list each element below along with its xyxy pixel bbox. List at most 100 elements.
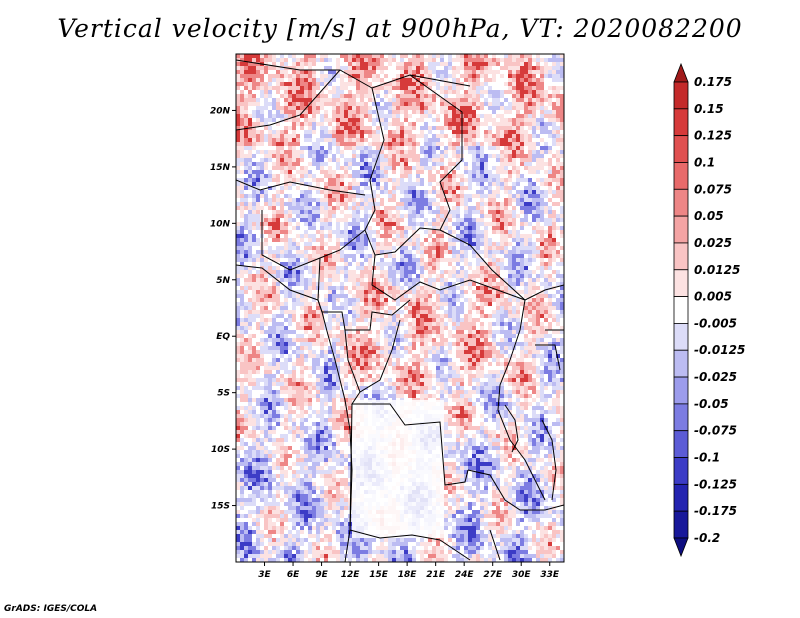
field-cell xyxy=(508,86,512,90)
field-cell xyxy=(268,334,272,338)
field-cell xyxy=(284,126,288,130)
field-cell xyxy=(552,242,556,246)
field-cell xyxy=(280,134,284,138)
field-cell xyxy=(324,218,328,222)
field-cell xyxy=(504,134,508,138)
field-cell xyxy=(368,94,372,98)
field-cell xyxy=(320,286,324,290)
field-cell xyxy=(504,122,508,126)
field-cell xyxy=(448,122,452,126)
field-cell xyxy=(408,158,412,162)
field-cell xyxy=(456,110,460,114)
field-cell xyxy=(240,270,244,274)
field-cell xyxy=(416,266,420,270)
field-cell xyxy=(456,214,460,218)
field-cell xyxy=(320,118,324,122)
field-cell xyxy=(380,186,384,190)
field-cell xyxy=(464,234,468,238)
field-cell xyxy=(452,294,456,298)
field-cell xyxy=(476,66,480,70)
field-cell xyxy=(344,322,348,326)
field-cell xyxy=(468,66,472,70)
field-cell xyxy=(260,178,264,182)
field-cell xyxy=(388,266,392,270)
field-cell xyxy=(524,346,528,350)
field-cell xyxy=(304,254,308,258)
field-cell xyxy=(332,190,336,194)
field-cell xyxy=(552,110,556,114)
field-cell xyxy=(364,186,368,190)
field-cell xyxy=(236,94,240,98)
field-cell xyxy=(408,126,412,130)
field-cell xyxy=(560,262,564,266)
field-cell xyxy=(524,218,528,222)
field-cell xyxy=(480,198,484,202)
field-cell xyxy=(548,130,552,134)
field-cell xyxy=(540,210,544,214)
field-cell xyxy=(384,138,388,142)
field-cell xyxy=(308,98,312,102)
field-cell xyxy=(340,286,344,290)
field-cell xyxy=(264,250,268,254)
field-cell xyxy=(308,66,312,70)
field-cell xyxy=(524,282,528,286)
field-cell xyxy=(272,338,276,342)
field-cell xyxy=(428,294,432,298)
field-cell xyxy=(292,126,296,130)
field-cell xyxy=(516,114,520,118)
field-cell xyxy=(304,130,308,134)
field-cell xyxy=(300,210,304,214)
field-cell xyxy=(256,54,260,58)
field-cell xyxy=(476,274,480,278)
field-cell xyxy=(552,250,556,254)
field-cell xyxy=(344,306,348,310)
field-cell xyxy=(280,202,284,206)
field-cell xyxy=(312,58,316,62)
field-cell xyxy=(320,242,324,246)
field-cell xyxy=(524,302,528,306)
field-cell xyxy=(324,114,328,118)
field-cell xyxy=(252,290,256,294)
field-cell xyxy=(308,290,312,294)
field-cell xyxy=(512,118,516,122)
field-cell xyxy=(492,62,496,66)
field-cell xyxy=(356,246,360,250)
field-cell xyxy=(464,198,468,202)
field-cell xyxy=(472,134,476,138)
field-cell xyxy=(428,262,432,266)
field-cell xyxy=(328,102,332,106)
field-cell xyxy=(376,142,380,146)
field-cell xyxy=(472,178,476,182)
field-cell xyxy=(304,166,308,170)
field-cell xyxy=(328,298,332,302)
field-cell xyxy=(364,182,368,186)
field-cell xyxy=(320,234,324,238)
field-cell xyxy=(400,90,404,94)
field-cell xyxy=(428,278,432,282)
field-cell xyxy=(448,290,452,294)
field-cell xyxy=(396,134,400,138)
field-cell xyxy=(468,210,472,214)
field-cell xyxy=(360,138,364,142)
field-cell xyxy=(492,250,496,254)
field-cell xyxy=(360,242,364,246)
field-cell xyxy=(412,286,416,290)
field-cell xyxy=(312,294,316,298)
field-cell xyxy=(248,230,252,234)
field-cell xyxy=(380,262,384,266)
field-cell xyxy=(540,78,544,82)
field-cell xyxy=(340,82,344,86)
field-cell xyxy=(504,126,508,130)
field-cell xyxy=(300,170,304,174)
field-cell xyxy=(252,334,256,338)
field-cell xyxy=(520,250,524,254)
field-cell xyxy=(308,90,312,94)
field-cell xyxy=(500,90,504,94)
field-cell xyxy=(464,270,468,274)
field-cell xyxy=(396,278,400,282)
field-cell xyxy=(308,350,312,354)
field-cell xyxy=(484,62,488,66)
field-cell xyxy=(344,318,348,322)
field-cell xyxy=(476,226,480,230)
field-cell xyxy=(480,278,484,282)
